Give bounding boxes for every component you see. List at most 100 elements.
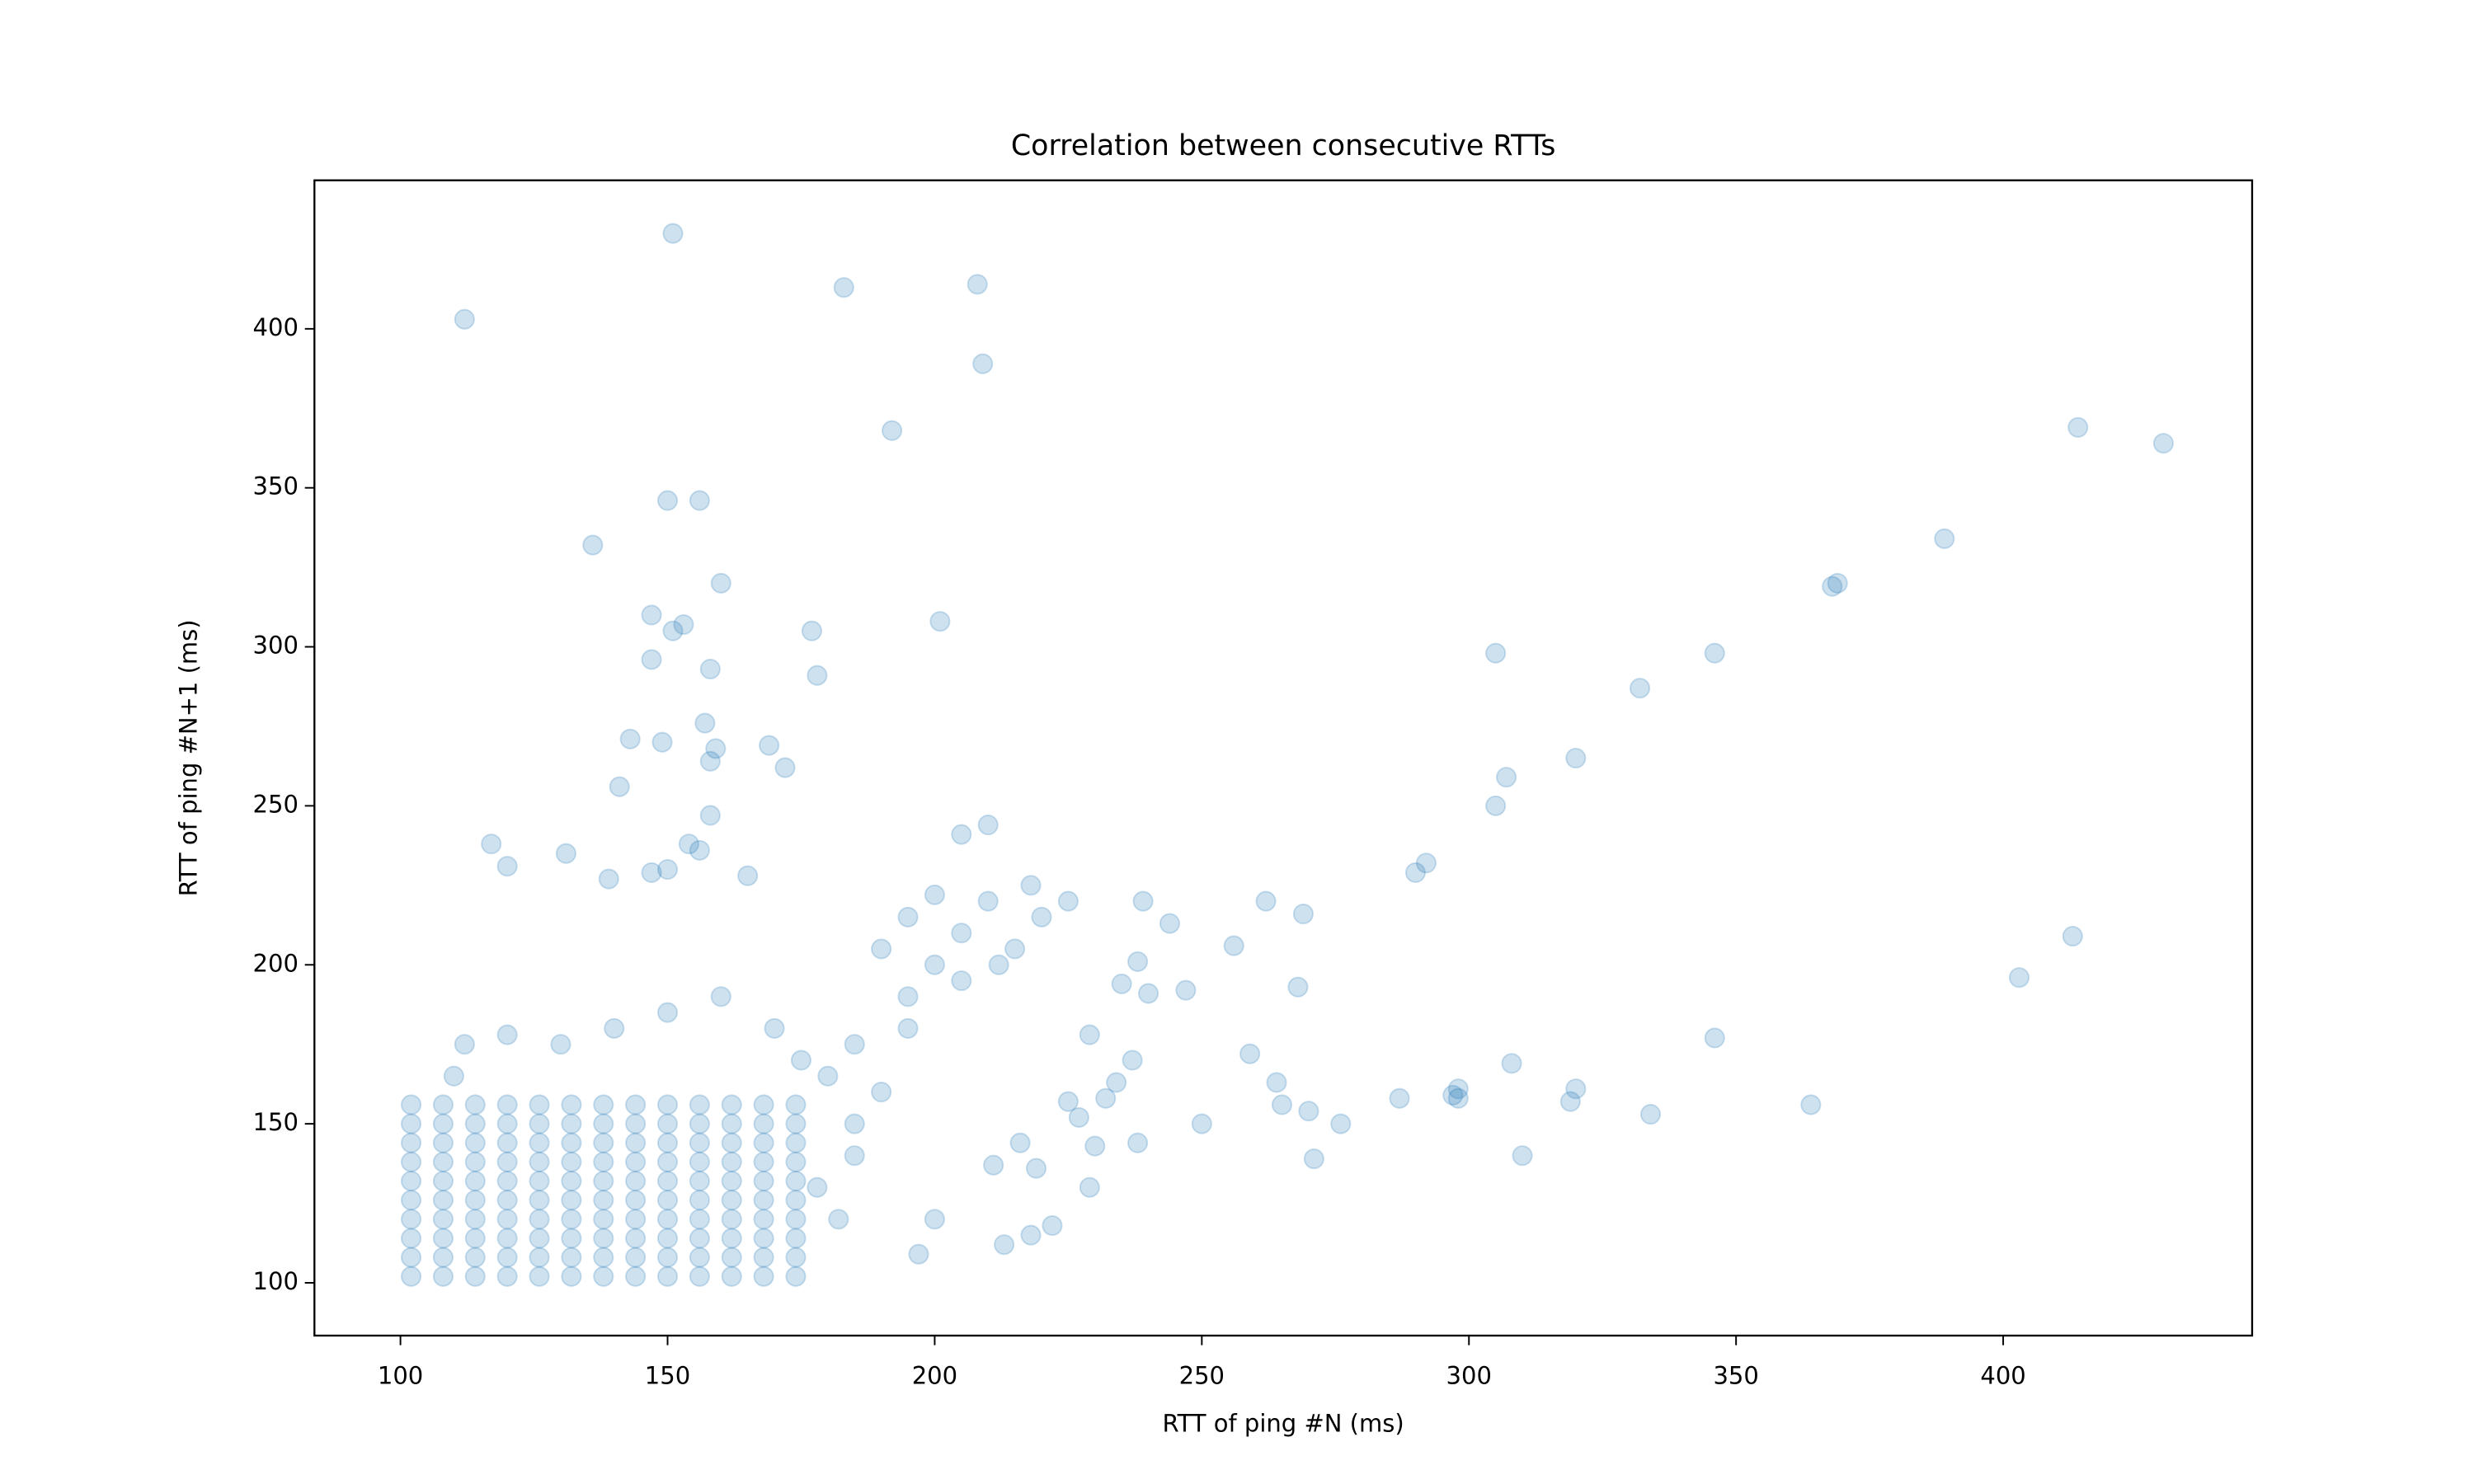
point xyxy=(529,1113,550,1134)
point xyxy=(400,1228,422,1249)
point xyxy=(1031,906,1052,928)
point xyxy=(656,1170,679,1192)
point xyxy=(689,1228,710,1249)
point xyxy=(1057,890,1079,912)
point xyxy=(432,1228,454,1249)
point xyxy=(785,1132,807,1153)
point xyxy=(656,490,679,511)
point xyxy=(561,1266,582,1287)
point xyxy=(785,1247,807,1268)
point xyxy=(705,738,727,759)
point xyxy=(699,658,721,680)
point xyxy=(496,856,518,877)
y-tick-label: 250 xyxy=(253,790,299,818)
point xyxy=(432,1094,454,1115)
point xyxy=(983,1154,1004,1176)
point xyxy=(1565,1078,1587,1100)
point xyxy=(529,1209,550,1230)
point xyxy=(785,1228,807,1249)
point xyxy=(561,1170,582,1192)
point xyxy=(721,1151,742,1172)
point xyxy=(496,1266,518,1287)
point xyxy=(924,884,946,905)
point xyxy=(400,1132,422,1153)
point xyxy=(1389,1087,1410,1109)
point xyxy=(1175,979,1197,1001)
point xyxy=(710,572,731,594)
point xyxy=(721,1266,742,1287)
point xyxy=(689,1132,710,1153)
point xyxy=(1106,1072,1127,1093)
point xyxy=(817,1065,839,1087)
point xyxy=(790,1050,812,1071)
point xyxy=(689,1266,710,1287)
point xyxy=(400,1113,422,1134)
point xyxy=(1057,1091,1079,1112)
point xyxy=(464,1151,486,1172)
point xyxy=(593,1209,614,1230)
point xyxy=(1132,890,1154,912)
point xyxy=(432,1113,454,1134)
point xyxy=(1020,875,1042,896)
point xyxy=(1020,1224,1042,1246)
point xyxy=(1330,1113,1352,1134)
point xyxy=(753,1151,774,1172)
point xyxy=(641,649,662,670)
y-tick-label: 400 xyxy=(253,313,299,341)
point xyxy=(432,1247,454,1268)
point xyxy=(625,1170,647,1192)
point xyxy=(496,1024,518,1045)
point xyxy=(689,490,710,511)
y-tick-label: 100 xyxy=(253,1267,299,1295)
point xyxy=(656,1094,679,1115)
point xyxy=(1303,1148,1324,1170)
point xyxy=(764,1017,785,1039)
point xyxy=(1559,1091,1581,1112)
point xyxy=(582,534,604,556)
plot-frame xyxy=(313,179,2254,1337)
point xyxy=(689,1151,710,1172)
point xyxy=(2067,416,2089,438)
point xyxy=(496,1190,518,1211)
point xyxy=(785,1113,807,1134)
point xyxy=(454,308,475,330)
point xyxy=(656,1113,679,1134)
point xyxy=(1485,642,1507,664)
point xyxy=(454,1034,475,1055)
point xyxy=(496,1094,518,1115)
x-tick-label: 350 xyxy=(1713,1361,1758,1389)
point xyxy=(689,1247,710,1268)
x-tick-label: 100 xyxy=(378,1361,423,1389)
point xyxy=(625,1151,647,1172)
point xyxy=(689,1190,710,1211)
point xyxy=(833,277,854,298)
point xyxy=(924,1209,946,1230)
point xyxy=(464,1113,486,1134)
point xyxy=(656,1209,679,1230)
point xyxy=(678,834,699,855)
point xyxy=(656,1132,679,1153)
point xyxy=(689,1094,710,1115)
point xyxy=(432,1209,454,1230)
point xyxy=(1159,913,1181,934)
point xyxy=(871,938,892,960)
point xyxy=(656,1228,679,1249)
point xyxy=(1404,862,1427,883)
x-tick-label: 400 xyxy=(1980,1361,2025,1389)
point xyxy=(625,1094,647,1115)
point xyxy=(1704,642,1725,664)
point xyxy=(400,1266,422,1287)
point xyxy=(641,604,662,626)
point xyxy=(721,1247,742,1268)
point xyxy=(753,1190,774,1211)
point xyxy=(432,1132,454,1153)
point xyxy=(1084,1135,1106,1157)
point xyxy=(529,1190,550,1211)
point xyxy=(721,1113,742,1134)
point xyxy=(464,1228,486,1249)
point xyxy=(785,1209,807,1230)
point xyxy=(951,970,972,992)
point xyxy=(710,986,731,1007)
point xyxy=(662,620,684,641)
